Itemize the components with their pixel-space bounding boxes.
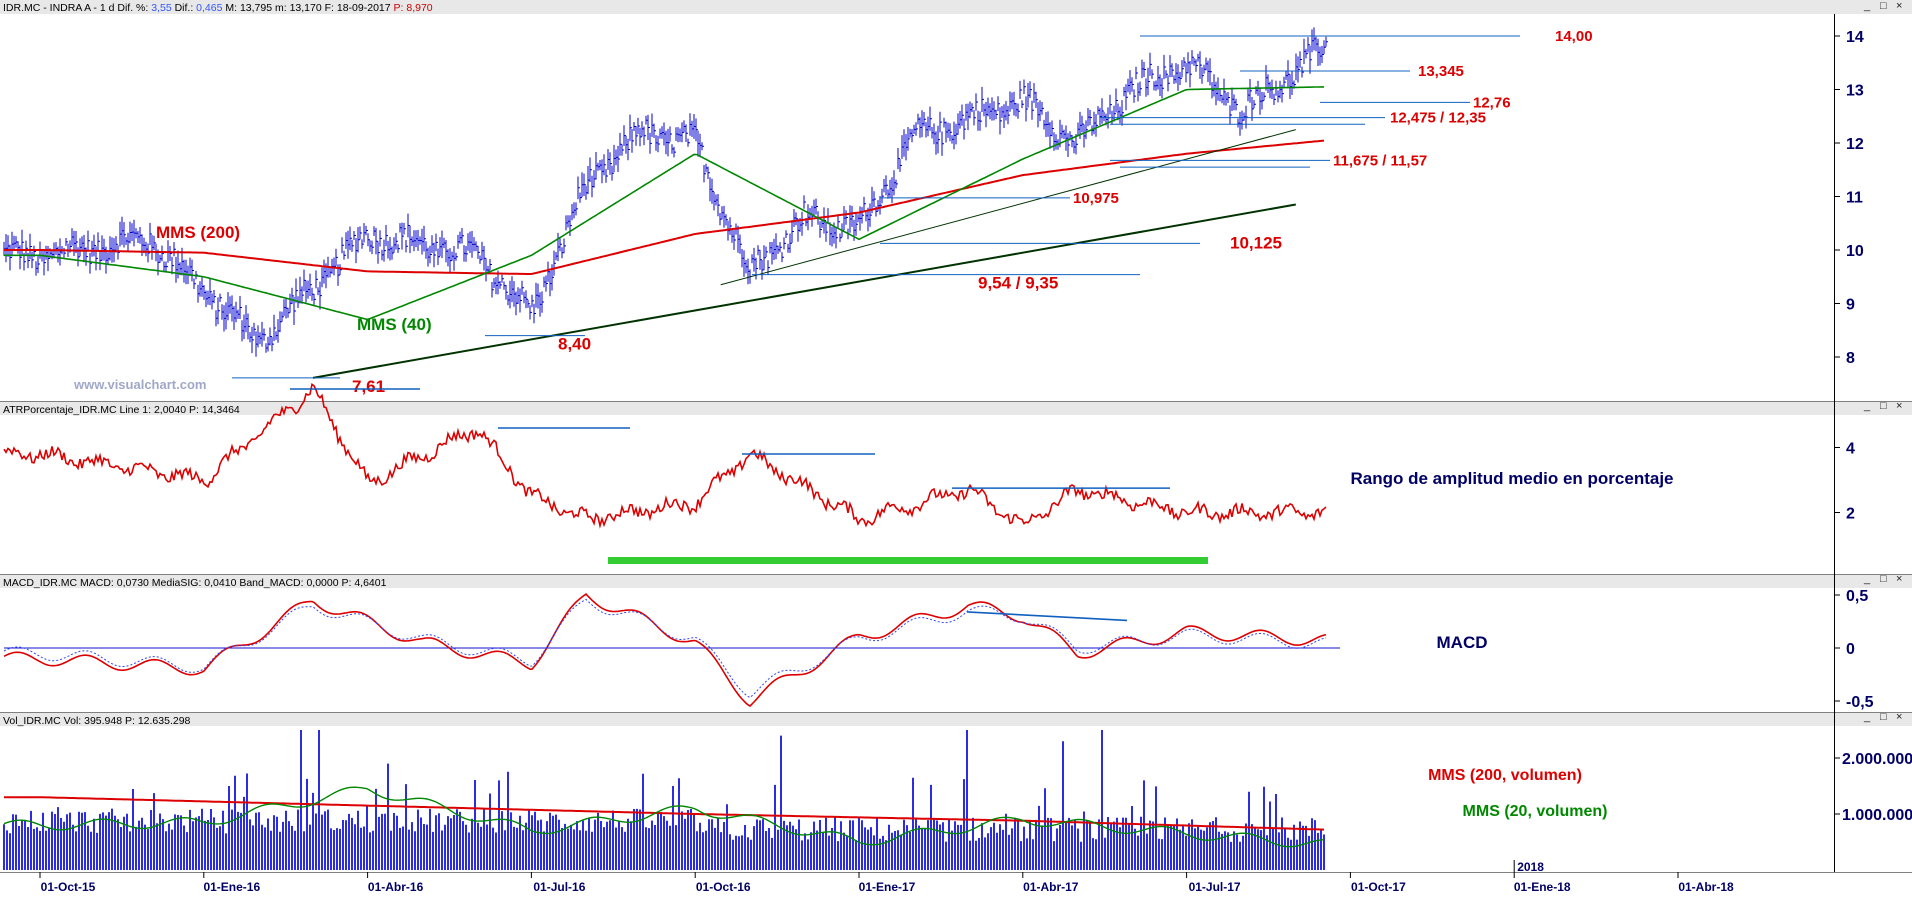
volume-panel [3, 730, 1325, 870]
vol-tick-label: 1.000.000 [1842, 807, 1912, 824]
atr-line [3, 383, 1327, 529]
atr-title: Rango de amplitud medio en porcentaje [1350, 469, 1673, 488]
price-header-bar [0, 0, 1912, 14]
level-label: 12,76 [1473, 94, 1511, 111]
window-button-2: × [1896, 400, 1902, 412]
atr-header-bar [0, 402, 1912, 415]
time-tick-label: 01-Oct-17 [1351, 880, 1406, 892]
window-button-1: □ [1880, 711, 1887, 723]
level-label: 13,345 [1418, 63, 1464, 80]
atr-support-band [608, 557, 1208, 564]
volume-header: Vol_IDR.MC Vol: 395.948 P: 12.635.298 [3, 715, 191, 727]
time-tick-label: 01-Oct-15 [41, 880, 96, 892]
price-tick-label: 14 [1846, 29, 1864, 46]
level-label: 14,00 [1555, 28, 1593, 45]
price-tick-label: 13 [1846, 83, 1864, 100]
macd-signal-line [3, 598, 1327, 699]
atr-header: ATRPorcentaje_IDR.MC Line 1: 2,0040 P: 1… [3, 404, 240, 416]
macd-title: MACD [1437, 633, 1488, 652]
macd-tick-label: 0 [1846, 641, 1855, 658]
time-tick-label: 01-Abr-18 [1678, 880, 1734, 892]
window-button-0: _ [1863, 400, 1871, 412]
vol-mms200-line [4, 796, 1325, 831]
vol-mms200-label: MMS (200, volumen) [1428, 767, 1582, 784]
trendline-main [312, 203, 1296, 379]
mms40-label: MMS (40) [357, 315, 432, 334]
level-label: 9,54 / 9,35 [978, 274, 1058, 293]
window-button-1: □ [1880, 573, 1887, 585]
price-tick-label: 10 [1846, 243, 1864, 260]
price-tick-label: 8 [1846, 350, 1855, 367]
vol-tick-label: 2.000.000 [1842, 751, 1912, 768]
time-tick-label: 01-Jul-16 [533, 880, 585, 892]
window-button-0: _ [1863, 711, 1871, 723]
watermark: www.visualchart.com [73, 377, 206, 392]
level-label: 10,975 [1073, 190, 1119, 207]
mms200-line [4, 139, 1325, 275]
window-button-0: _ [1863, 573, 1871, 585]
level-label: 11,675 / 11,57 [1333, 152, 1427, 169]
time-tick-label: 01-Abr-17 [1023, 880, 1079, 892]
price-tick-label: 11 [1846, 190, 1863, 207]
window-button-0: _ [1863, 0, 1871, 12]
atr-panel [3, 383, 1327, 564]
macd-tick-label: 0,5 [1846, 588, 1868, 605]
macd-tick-label: -0,5 [1846, 694, 1874, 711]
volume-bars [3, 730, 1325, 870]
macd-header-bar [0, 575, 1912, 588]
window-buttons: _ □ × _ □ × _ □ × _ □ × [1863, 0, 1902, 723]
axes: 14 13 12 11 10 9 8 4 2 0,5 0 -0,5 2.000.000 1.000.000… [39, 29, 1912, 894]
window-button-1: □ [1880, 400, 1887, 412]
price-tick-label: 12 [1846, 136, 1864, 153]
macd-line [3, 593, 1327, 707]
vol-mms20-label: MMS (20, volumen) [1463, 803, 1608, 820]
level-label: 12,475 / 12,35 [1390, 110, 1486, 127]
volume-header-bar [0, 713, 1912, 726]
level-label: 7,61 [352, 377, 385, 396]
level-label: 10,125 [1230, 233, 1282, 252]
vol-mms20-line [3, 786, 1325, 848]
time-tick-label: 01-Ene-16 [203, 880, 260, 892]
window-button-2: × [1896, 0, 1902, 12]
macd-divergence-line [966, 611, 1128, 622]
level-label: 8,40 [558, 335, 591, 354]
macd-panel [3, 593, 1340, 707]
macd-header: MACD_IDR.MC MACD: 0,0730 MediaSIG: 0,041… [3, 577, 387, 589]
time-tick-label: 01-Ene-17 [859, 880, 916, 892]
window-button-2: × [1896, 573, 1902, 585]
mms200-label: MMS (200) [156, 223, 240, 242]
atr-tick-label: 2 [1846, 506, 1855, 523]
price-tick-label: 9 [1846, 297, 1855, 314]
time-tick-label: 01-Oct-16 [696, 880, 751, 892]
price-header: IDR.MC - INDRA A - 1 d Dif. %: 3,55 Dif.… [3, 2, 433, 14]
time-tick-label: 01-Ene-18 [1514, 880, 1571, 892]
trendline-secondary [720, 129, 1296, 286]
time-tick-label: 01-Abr-16 [368, 880, 424, 892]
atr-tick-label: 4 [1846, 441, 1855, 458]
year-marker: 2018 [1517, 860, 1544, 874]
window-button-1: □ [1880, 0, 1887, 12]
mms40-line [4, 86, 1324, 321]
price-bars [3, 27, 1328, 357]
window-button-2: × [1896, 711, 1902, 723]
time-tick-label: 01-Jul-17 [1189, 880, 1241, 892]
